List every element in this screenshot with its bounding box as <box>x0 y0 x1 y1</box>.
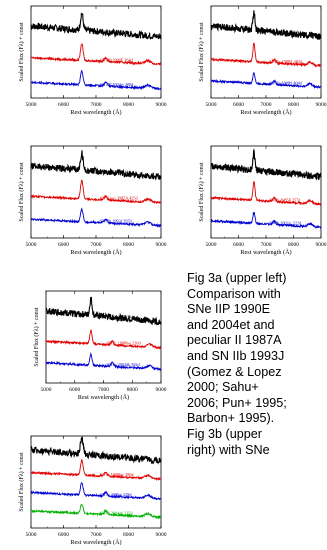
series-label: SN 2006gy 394d <box>269 170 298 175</box>
series-label: SN 2006gy 394d <box>100 454 129 459</box>
figure-caption: Fig 3a (upper left) Comparison with SNe … <box>187 271 287 457</box>
series-label: SN IIb 1993J 297d <box>100 219 133 224</box>
x-tick-label: 5000 <box>206 242 217 248</box>
series-label: SN Ic 1998bw 380d <box>100 472 135 477</box>
chart-panel-5: 5000 6000 7000 8000 9000 Rest wavelength (Å) S… <box>33 290 167 401</box>
x-tick-label: 9000 <box>156 242 167 248</box>
x-tick-label: 8000 <box>123 532 134 538</box>
x-axis-label: Rest wavelength (Å) <box>78 393 129 401</box>
series-label: SN 2006gy 394d <box>269 30 298 35</box>
chart-panel-3: 5000 6000 7000 8000 9000 Rest wavelength (Å) S… <box>18 145 167 256</box>
spectrum-line <box>30 70 162 91</box>
x-tick-label: 8000 <box>123 242 134 248</box>
x-tick-label: 5000 <box>26 242 37 248</box>
spectrum-line <box>30 503 162 520</box>
series-label: SN 2006gy 394d <box>100 170 129 175</box>
x-tick-label: 8000 <box>127 387 138 393</box>
series-label: SN II pec 1987A 425d <box>100 196 139 201</box>
x-axis-label: Rest wavelength (Å) <box>70 248 121 256</box>
chart-panel-4: 5000 6000 7000 8000 9000 Rest wavelength (Å) S… <box>198 145 327 256</box>
x-tick-label: 7000 <box>91 242 102 248</box>
spectrum-line <box>210 211 322 230</box>
spectrum-line <box>210 42 322 68</box>
x-tick-label: 7000 <box>261 102 272 108</box>
spectrum-line <box>30 207 162 228</box>
series-label: SN Ic 1998bw 220d <box>107 341 142 346</box>
spectrum-line <box>30 179 162 205</box>
chart-panel-1: 5000 6000 7000 8000 9000 Rest wavelength (Å) S… <box>18 5 167 116</box>
y-axis-label: Scaled Flux (Fλ) + const <box>33 307 40 367</box>
y-axis-label: Scaled Flux (Fλ) + const <box>198 22 205 82</box>
x-tick-label: 5000 <box>41 387 52 393</box>
spectrum-line <box>30 12 162 40</box>
spectrum-line <box>210 71 322 90</box>
y-axis-label: Scaled Flux (Fλ) + const <box>18 162 25 222</box>
y-axis-label: Scaled Flux (Fλ) + const <box>18 452 25 512</box>
x-tick-label: 8000 <box>123 102 134 108</box>
spectrum-line <box>30 150 162 181</box>
x-tick-label: 9000 <box>316 102 327 108</box>
series-label: SN 2006gy 394d <box>100 30 129 35</box>
x-tick-label: 6000 <box>233 242 244 248</box>
series-label: SN IIn 1988Z 482d <box>269 59 303 64</box>
x-tick-label: 5000 <box>206 102 217 108</box>
spectrum-line <box>45 352 162 372</box>
series-label: SN 2006gy 394d <box>107 315 136 320</box>
y-axis-label: Scaled Flux (Fλ) + const <box>198 162 205 222</box>
series-label: SN Ic 2004dk 392d <box>107 362 141 367</box>
spectrum-line <box>30 481 162 501</box>
x-tick-label: 7000 <box>98 387 109 393</box>
series-label: SN Ic 2004gk 225d <box>100 510 134 515</box>
x-tick-label: 9000 <box>156 102 167 108</box>
x-tick-label: 6000 <box>233 102 244 108</box>
x-tick-label: 8000 <box>288 102 299 108</box>
x-axis-label: Rest wavelength (Å) <box>240 248 291 256</box>
spectrum-line <box>30 43 162 66</box>
x-tick-label: 6000 <box>58 102 69 108</box>
x-tick-label: 8000 <box>288 242 299 248</box>
x-tick-label: 5000 <box>26 532 37 538</box>
x-tick-label: 9000 <box>156 387 167 393</box>
x-axis-label: Rest wavelength (Å) <box>240 108 291 116</box>
series-label: SN IIP 1990E 364d <box>100 57 134 62</box>
x-tick-label: 6000 <box>69 387 80 393</box>
x-tick-label: 9000 <box>316 242 327 248</box>
x-tick-label: 6000 <box>58 242 69 248</box>
plot-frame <box>45 290 162 384</box>
series-label: SN IIn 1998S 404d <box>269 80 302 85</box>
series-label: SN Ib 1985F 257d <box>269 197 301 202</box>
series-label: SN Ib 2002ic 222d <box>269 220 302 225</box>
spectrum-line <box>210 180 322 206</box>
chart-panel-2: 5000 6000 7000 8000 9000 Rest wavelength (Å) S… <box>198 5 327 116</box>
x-tick-label: 9000 <box>156 532 167 538</box>
spectrum-line <box>30 436 162 465</box>
x-tick-label: 7000 <box>91 532 102 538</box>
x-axis-label: Rest wavelength (Å) <box>70 108 121 116</box>
x-tick-label: 7000 <box>91 102 102 108</box>
x-axis-label: Rest wavelength (Å) <box>70 538 121 546</box>
x-tick-label: 5000 <box>26 102 37 108</box>
x-tick-label: 7000 <box>261 242 272 248</box>
x-tick-label: 6000 <box>58 532 69 538</box>
spectrum-line <box>210 148 322 181</box>
spectrum-line <box>30 459 162 482</box>
chart-panel-6: 5000 6000 7000 8000 9000 Rest wavelength (Å) S… <box>18 435 167 546</box>
y-axis-label: Scaled Flux (Fλ) + const <box>18 22 25 82</box>
spectrum-line <box>45 296 162 326</box>
series-label: SN IIP 2004et 400d <box>100 82 134 87</box>
spectrum-line <box>210 10 322 41</box>
series-label: SN Ic 2006aj 228d <box>100 492 132 497</box>
spectrum-line <box>45 329 162 350</box>
